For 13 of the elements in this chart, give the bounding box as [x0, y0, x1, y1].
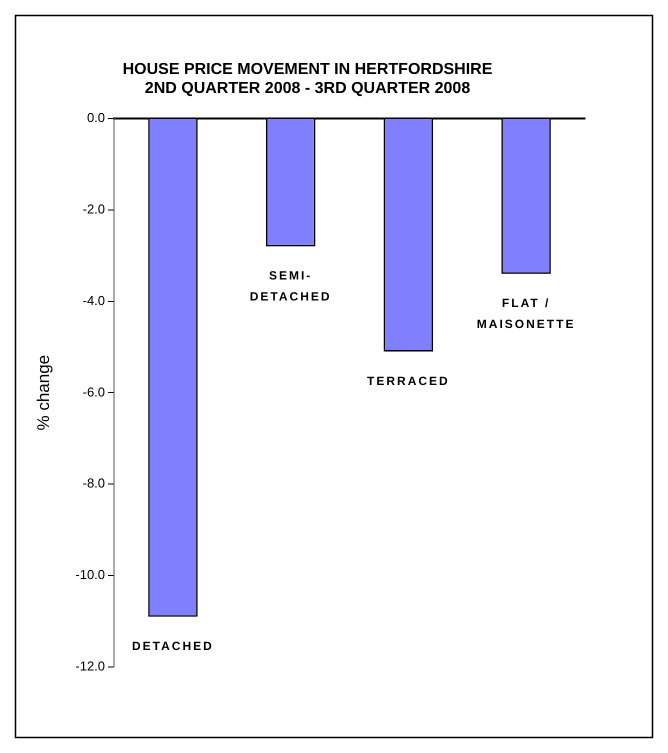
y-tick-label: -12.0: [75, 658, 106, 674]
y-tick-label: -2.0: [82, 201, 106, 216]
y-tick-label: -8.0: [82, 476, 106, 491]
x-tick-label: SEMI- DETACHED: [250, 268, 332, 304]
y-axis-title: % change: [34, 354, 53, 431]
x-tick-label: FLAT / MAISONETTE: [476, 296, 576, 332]
chart-title: HOUSE PRICE MOVEMENT IN HERTFORDSHIRE 2ND QUARTER 2008 - 3RD QUARTER 2008: [122, 61, 493, 98]
y-tick-label: -4.0: [82, 292, 106, 308]
y-tick-label: -6.0: [82, 384, 106, 400]
x-tick-label: TERRACED: [367, 374, 450, 388]
x-tick-label: DETACHED: [132, 639, 214, 654]
y-tick-label: 0.0: [86, 110, 106, 125]
y-tick-label: -10.0: [75, 567, 106, 582]
